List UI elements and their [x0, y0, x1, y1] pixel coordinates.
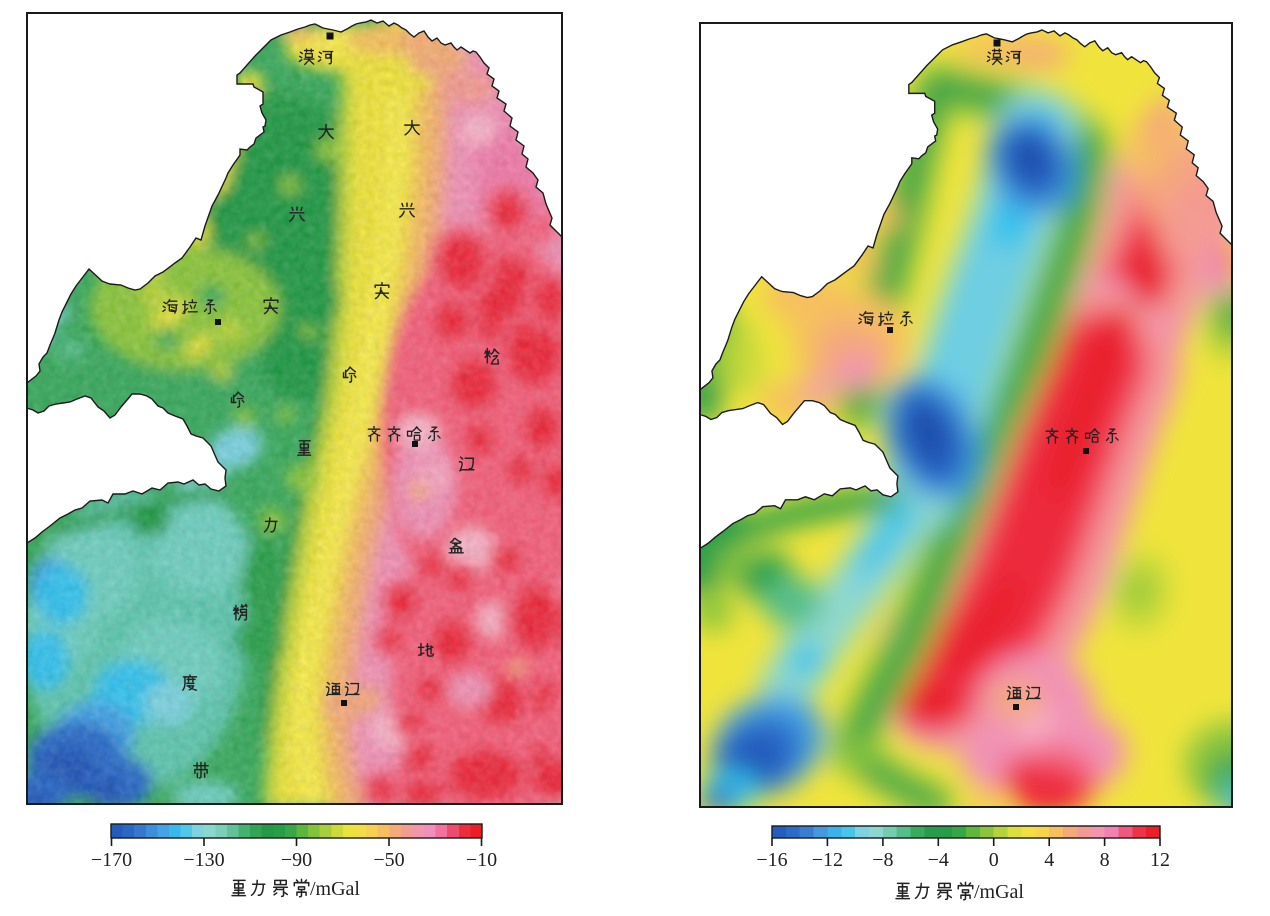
svg-text:−10: −10: [466, 849, 497, 871]
svg-text:8: 8: [1100, 849, 1110, 871]
svg-text:−50: −50: [373, 849, 404, 871]
svg-text:−170: −170: [91, 849, 132, 871]
svg-text:−4: −4: [928, 849, 949, 871]
svg-text:−16: −16: [756, 849, 787, 871]
svg-text:0: 0: [989, 849, 999, 871]
svg-text:−12: −12: [812, 849, 843, 871]
svg-text:4: 4: [1044, 849, 1054, 871]
svg-text:/mGal: /mGal: [310, 878, 360, 900]
svg-text:−8: −8: [872, 849, 893, 871]
svg-text:−90: −90: [281, 849, 312, 871]
svg-text:−130: −130: [183, 849, 224, 871]
svg-text:12: 12: [1150, 849, 1170, 871]
svg-text:/mGal: /mGal: [974, 881, 1024, 903]
